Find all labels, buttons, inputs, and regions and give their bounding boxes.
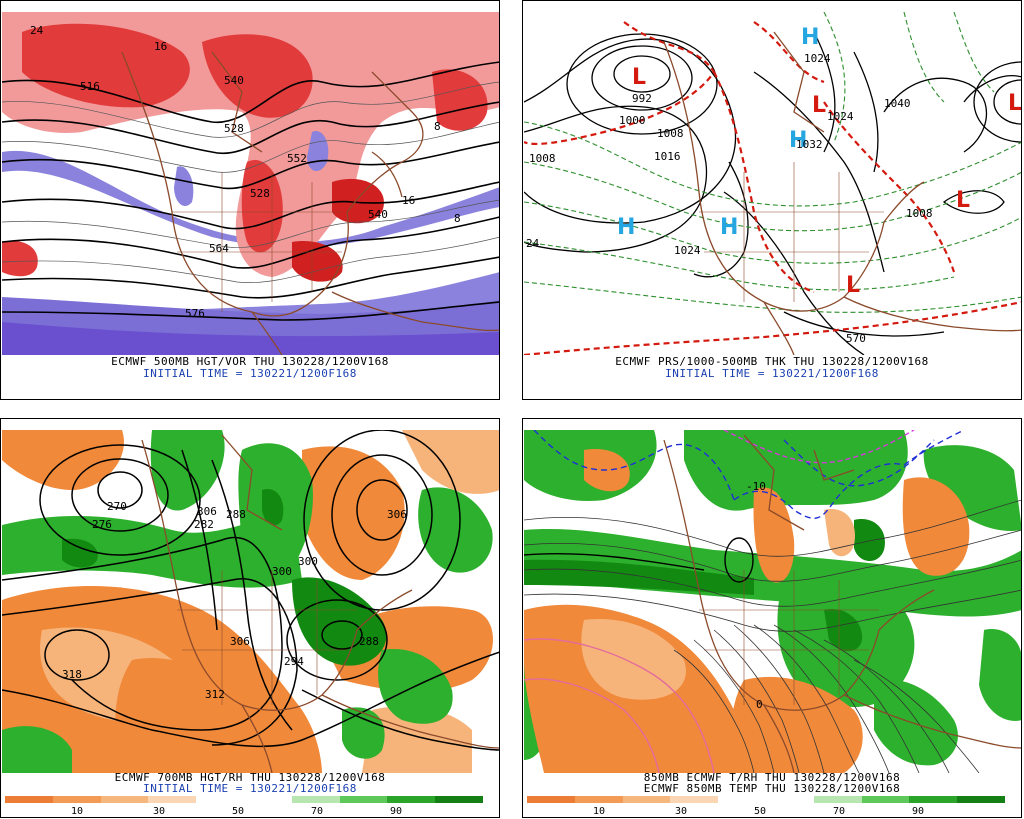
panel-title: ECMWF PRS/1000-500MB THK THU 130228/1200… — [615, 355, 929, 368]
contour-label: 16 — [154, 40, 167, 53]
panel-700mb-hgt-rh: 270 276 282 288 294 300 306 300 318 312 … — [0, 418, 500, 818]
thickness-label: 570 — [846, 332, 866, 345]
contour-label: 282 — [194, 518, 214, 531]
isobar-label: 1040 — [884, 97, 911, 110]
contour-label: 8 — [454, 212, 461, 225]
colorbar-swatch — [100, 796, 149, 803]
contour-label: 276 — [92, 518, 112, 531]
colorbar-swatch — [813, 796, 862, 803]
contour-label: 294 — [284, 655, 304, 668]
contour-label: 540 — [368, 208, 388, 221]
colorbar-swatch — [243, 796, 292, 803]
map-850mb: -10 0 — [524, 430, 1021, 773]
colorbar-tick: 30 — [675, 806, 688, 817]
colorbar-swatch — [765, 796, 814, 803]
colorbar-swatch — [339, 796, 388, 803]
contour-label: 306 — [230, 635, 250, 648]
high-center: H — [720, 215, 738, 240]
contour-label: 540 — [224, 74, 244, 87]
panel-prs-thickness: L L L L L H H H H 992 1000 1008 1016 100… — [522, 0, 1022, 400]
map-500mb: 24 516 540 528 552 528 564 576 16 8 8 16… — [2, 12, 499, 355]
colorbar-swatch — [622, 796, 671, 803]
colorbar-tick: 50 — [232, 806, 245, 817]
colorbar-tick: 50 — [754, 806, 767, 817]
low-center: L — [846, 273, 860, 298]
isobar-label: 1024 — [804, 52, 831, 65]
contour-label: 288 — [226, 508, 246, 521]
contour-label: 552 — [287, 152, 307, 165]
colorbar-swatch — [957, 796, 1005, 803]
thickness-label: 24 — [526, 237, 540, 250]
isobar-label: 992 — [632, 92, 652, 105]
low-center: L — [1008, 91, 1022, 116]
contour-label: 270 — [107, 500, 127, 513]
map-surface-pressure: L L L L L H H H H 992 1000 1008 1016 100… — [524, 12, 1022, 355]
colorbar-tick: 10 — [71, 806, 84, 817]
colorbar-swatch — [291, 796, 340, 803]
colorbar-swatch — [196, 796, 244, 803]
contour-label: 306 — [387, 508, 407, 521]
contour-label: 8 — [434, 120, 441, 133]
rh-colorbar — [527, 796, 1005, 803]
contour-label: 16 — [402, 194, 415, 207]
map-700mb: 270 276 282 288 294 300 306 300 318 312 … — [2, 430, 499, 773]
panel-subtitle: ECMWF 850MB TEMP THU 130228/1200V168 — [643, 782, 901, 795]
colorbar-swatch — [718, 796, 766, 803]
colorbar-swatch — [527, 796, 575, 803]
contour-label: 576 — [185, 307, 205, 320]
colorbar-tick: 90 — [390, 806, 403, 817]
contour-label: 288 — [359, 635, 379, 648]
contour-label: 528 — [250, 187, 270, 200]
initial-time: INITIAL TIME = 130221/1200F168 — [665, 367, 879, 380]
low-center: L — [956, 188, 970, 213]
high-center: H — [789, 128, 807, 153]
rh-colorbar — [5, 796, 483, 803]
colorbar-swatch — [52, 796, 101, 803]
colorbar-tick: 30 — [153, 806, 166, 817]
isotherm-label: -10 — [746, 480, 766, 493]
colorbar-tick: 70 — [833, 806, 846, 817]
colorbar-tick: 10 — [593, 806, 606, 817]
initial-time: INITIAL TIME = 130221/1200F168 — [143, 367, 357, 380]
colorbar-swatch — [387, 796, 436, 803]
isobar-label: 1000 — [619, 114, 646, 127]
contour-label: 318 — [62, 668, 82, 681]
colorbar-swatch — [148, 796, 197, 803]
colorbar-swatch — [909, 796, 958, 803]
high-center: H — [617, 215, 635, 240]
isobar-label: 1008 — [906, 207, 933, 220]
colorbar-swatch — [5, 796, 53, 803]
colorbar-swatch — [670, 796, 719, 803]
low-center: L — [632, 65, 646, 90]
isobar-label: 1016 — [654, 150, 681, 163]
contour-label: 528 — [224, 122, 244, 135]
colorbar-tick: 90 — [912, 806, 925, 817]
isotherm-label: 0 — [756, 698, 763, 711]
contour-label: 300 — [272, 565, 292, 578]
contour-label: 24 — [30, 24, 44, 37]
panel-title: 850MB ECMWF T/RH THU 130228/1200V168 — [643, 771, 901, 784]
initial-time: INITIAL TIME = 130221/1200F168 — [143, 782, 357, 795]
contour-label: 300 — [298, 555, 318, 568]
isobar-label: 1008 — [529, 152, 556, 165]
contour-label: 516 — [80, 80, 100, 93]
colorbar-swatch — [435, 796, 483, 803]
panel-title: ECMWF 500MB HGT/VOR THU 130228/1200V168 — [111, 355, 389, 368]
contour-label: 312 — [205, 688, 225, 701]
isobar-label: 1024 — [674, 244, 701, 257]
panel-title: ECMWF 700MB HGT/RH THU 130228/1200V168 — [114, 771, 386, 784]
high-center: H — [801, 25, 819, 50]
low-center: L — [812, 93, 826, 118]
isobar-label: 1024 — [827, 110, 854, 123]
isobar-label: 1008 — [657, 127, 684, 140]
isobar-label: 1032 — [796, 138, 823, 151]
contour-label: 564 — [209, 242, 229, 255]
colorbar-swatch — [861, 796, 910, 803]
colorbar-swatch — [574, 796, 623, 803]
panel-850mb-t-rh: -10 0 850MB ECMWF T/RH THU 130228/1200V1… — [522, 418, 1022, 818]
panel-500mb-hgt-vor: 24 516 540 528 552 528 564 576 16 8 8 16… — [0, 0, 500, 400]
contour-label: 306 — [197, 505, 217, 518]
colorbar-tick: 70 — [311, 806, 324, 817]
